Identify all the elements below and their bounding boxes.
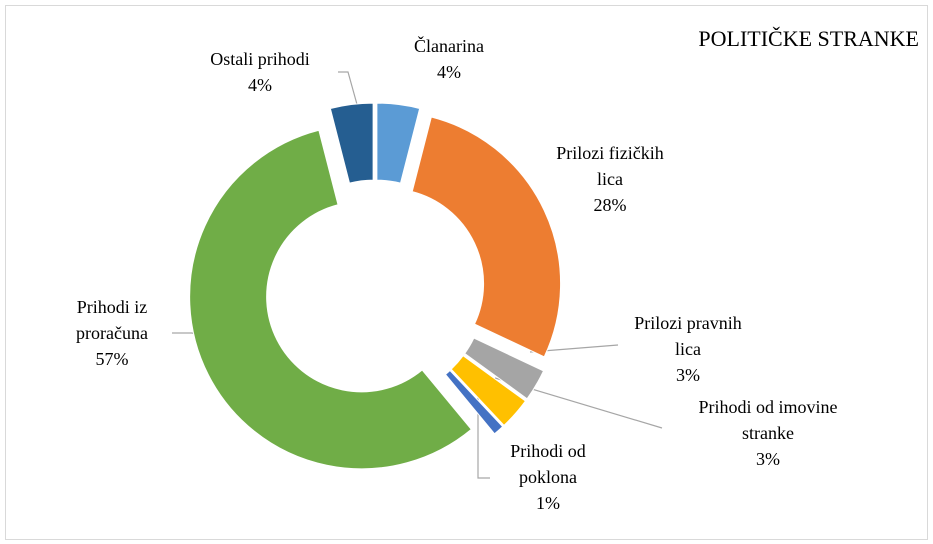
category-label: Prihodi iz proračuna [76, 297, 148, 343]
data-label: Ostali prihodi 4% [185, 46, 335, 98]
category-label: Članarina [414, 36, 484, 56]
chart-title: POLITIČKE STRANKE [698, 26, 919, 51]
data-label: Članarina 4% [389, 33, 509, 85]
value-label: 4% [248, 75, 272, 95]
leader-line [338, 71, 359, 109]
value-label: 3% [676, 365, 700, 385]
donut-slice [444, 369, 504, 435]
data-label: Prilozi pravnih lica 3% [621, 310, 756, 388]
value-label: 28% [593, 195, 627, 215]
leader-line [477, 393, 490, 479]
category-label: Prihodi od imovine stranke [698, 397, 838, 443]
donut-slice [411, 116, 562, 358]
value-label: 4% [437, 62, 461, 82]
category-label: Prilozi fizičkih lica [556, 143, 664, 189]
data-label: Prihodi iz proračuna 57% [55, 294, 170, 372]
value-label: 1% [536, 493, 560, 513]
data-label: Prihodi od poklona 1% [493, 438, 603, 516]
value-label: 57% [95, 349, 129, 369]
data-label: Prihodi od imovine stranke 3% [693, 394, 843, 472]
value-label: 3% [756, 449, 780, 469]
data-label: Prilozi fizičkih lica 28% [543, 140, 678, 218]
donut-slice [464, 337, 545, 400]
category-label: Prihodi od poklona [510, 441, 586, 487]
category-label: Ostali prihodi [210, 49, 310, 69]
chart-border [5, 5, 928, 540]
donut-slice [450, 355, 527, 427]
donut-slice [376, 102, 421, 184]
category-label: Prilozi pravnih lica [634, 313, 742, 359]
donut-slice [189, 129, 472, 470]
donut-slice [329, 102, 374, 184]
